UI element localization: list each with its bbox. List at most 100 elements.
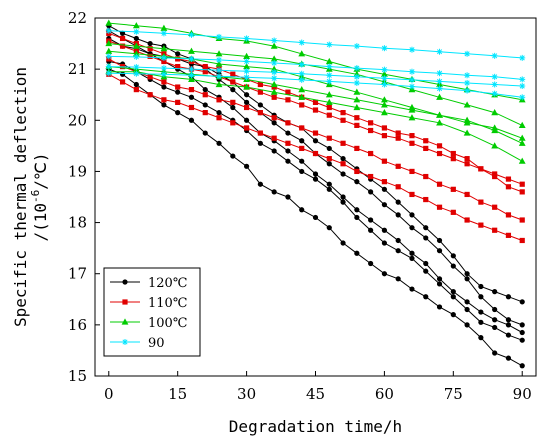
data-point [423, 225, 429, 231]
data-point [353, 88, 361, 95]
data-point [409, 140, 415, 146]
x-tick-label: 90 [513, 385, 532, 403]
data-point [216, 140, 222, 146]
data-point [326, 78, 333, 85]
data-point [215, 80, 223, 88]
data-point [298, 39, 305, 46]
x-tick-label: 60 [375, 385, 394, 403]
data-point [381, 75, 388, 82]
data-point [160, 65, 167, 72]
data-point [215, 50, 223, 57]
legend-label: 100℃ [148, 316, 187, 331]
data-point [436, 304, 443, 310]
data-point [216, 115, 222, 121]
data-point [271, 94, 277, 100]
data-point [491, 142, 499, 149]
data-point [354, 250, 360, 256]
data-point [381, 133, 388, 139]
data-point [354, 179, 360, 185]
data-point [395, 199, 401, 205]
data-point [395, 184, 401, 190]
data-point [463, 129, 471, 136]
data-point [188, 87, 195, 93]
data-point [271, 37, 278, 44]
data-point [408, 114, 416, 121]
data-point [326, 145, 332, 152]
data-point [436, 70, 443, 77]
data-point [325, 98, 333, 105]
data-point [354, 122, 360, 128]
data-point [450, 294, 456, 300]
data-point [285, 148, 291, 154]
series-line [108, 66, 523, 87]
data-point [202, 69, 208, 75]
data-point [478, 222, 484, 228]
data-point [340, 161, 346, 167]
data-point [188, 47, 195, 54]
data-point [160, 54, 167, 61]
data-point [216, 67, 223, 74]
data-point [133, 81, 139, 88]
data-point [519, 237, 525, 244]
data-point [216, 97, 222, 103]
data-point [299, 207, 305, 213]
data-point [119, 30, 126, 36]
data-point [518, 139, 526, 146]
data-point [105, 70, 112, 77]
data-point [298, 70, 305, 77]
data-point [326, 63, 333, 70]
data-point [505, 176, 512, 182]
data-point [381, 158, 388, 164]
data-point [285, 140, 291, 146]
data-point [436, 237, 443, 244]
data-point [270, 42, 278, 49]
data-point [121, 318, 129, 325]
data-point [464, 299, 470, 305]
data-point [423, 196, 429, 203]
data-point [285, 158, 291, 164]
data-point [381, 109, 388, 116]
series-line [108, 22, 523, 101]
data-point [175, 63, 181, 70]
data-point [299, 102, 305, 108]
data-point [436, 276, 443, 282]
y-tick-label: 18 [68, 214, 87, 232]
data-point [492, 204, 498, 210]
data-point [340, 199, 346, 205]
data-point [423, 145, 429, 152]
data-point [491, 109, 499, 116]
data-point [285, 194, 291, 200]
data-point [464, 191, 470, 198]
series-line [108, 71, 523, 162]
data-point [243, 52, 250, 59]
data-point [175, 99, 181, 105]
data-point [299, 125, 305, 131]
data-point [368, 227, 374, 233]
data-point [243, 104, 250, 111]
data-point [353, 79, 360, 86]
data-point [353, 103, 361, 111]
data-point [202, 102, 208, 108]
data-point [464, 79, 471, 86]
data-point [257, 181, 263, 187]
data-point [368, 217, 374, 223]
data-point [436, 85, 443, 92]
data-point [518, 134, 526, 141]
data-point [518, 121, 526, 128]
data-point [423, 268, 429, 274]
legend-item: 110℃ [110, 296, 187, 311]
data-point [188, 75, 195, 82]
data-point [395, 130, 401, 136]
y-tick-label: 17 [68, 265, 87, 283]
series-line [108, 30, 523, 59]
data-point [325, 91, 333, 98]
data-point [368, 150, 374, 157]
data-point [122, 279, 128, 285]
data-point [271, 115, 277, 121]
data-point [298, 50, 306, 57]
series-4 [105, 27, 526, 101]
y-tick-label: 16 [68, 316, 87, 334]
data-point [285, 97, 291, 103]
data-point [105, 39, 113, 47]
data-point [270, 80, 278, 88]
